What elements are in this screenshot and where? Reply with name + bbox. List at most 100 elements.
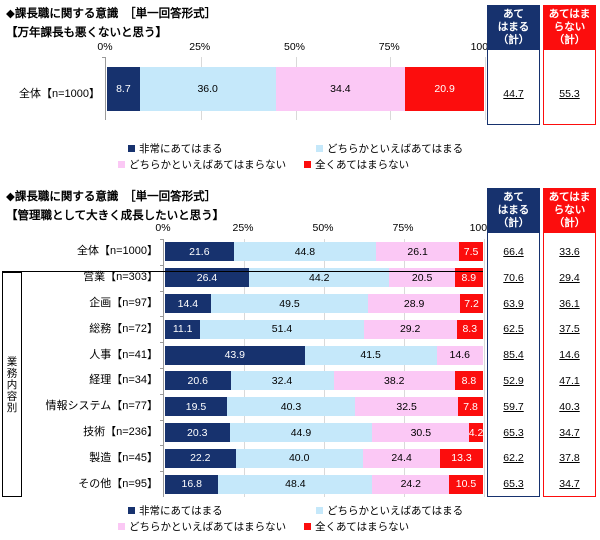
bar-segment: 30.5 <box>372 423 470 442</box>
legend-swatch <box>118 523 125 530</box>
bar-segment: 48.4 <box>218 474 373 494</box>
bar-segment: 32.4 <box>230 371 334 391</box>
section2-disagree-value: 37.8 <box>559 452 580 465</box>
section2-legend: 非常にあてはまる どちらかといえばあてはまるどちらかといえばあてはまらない 全くあて… <box>118 503 488 535</box>
legend-item: どちらかといえばあてはまる <box>316 503 463 518</box>
section2-heading: ◆課長職に関する意識 ［単一回答形式］ <box>6 191 217 203</box>
section1-row-label-0: 全体【n=1000】 <box>18 88 100 100</box>
axis-tick <box>160 393 164 395</box>
stacked-bar: 11.1 51.4 29.2 8.3 <box>165 319 483 339</box>
section1-disagree-value-0: 55.3 <box>559 88 580 100</box>
section1-heading: ◆課長職に関する意識 ［単一回答形式］ <box>6 8 217 20</box>
legend-item: 非常にあてはまる <box>128 141 223 156</box>
section2-disagree-value: 34.7 <box>559 478 580 491</box>
agree-header-line1: あて <box>503 190 524 203</box>
section2-agree-body: 66.4 70.6 63.9 62.5 85.4 52.9 59.7 65.3 62.2 65.3 <box>487 233 540 497</box>
section2-agree-value: 85.4 <box>503 349 524 362</box>
bar-segment: 7.2 <box>460 294 483 313</box>
bar-segment: 24.4 <box>362 448 441 468</box>
legend-item: 全くあてはまらない <box>304 157 409 172</box>
disagree-header-line3: （計） <box>553 217 586 230</box>
bar-segment: 20.5 <box>389 268 455 288</box>
bar-segment: 21.6 <box>165 242 234 262</box>
stacked-bar: 16.8 48.4 24.2 10.5 <box>165 474 483 494</box>
legend-swatch <box>128 145 135 152</box>
bar-segment: 49.5 <box>210 294 369 313</box>
axis-tick-label: 50% <box>283 41 306 53</box>
agree-header-line3: （計） <box>497 217 530 230</box>
agree-header-line3: （計） <box>497 34 530 47</box>
stacked-bar: 21.6 44.8 26.1 7.5 <box>165 242 483 262</box>
bar-segment: 10.5 <box>449 474 483 494</box>
agree-header-line2: はまる <box>497 20 530 33</box>
legend-item: 非常にあてはまる <box>128 503 223 518</box>
section1-agree-value-0: 44.7 <box>503 88 524 100</box>
section2-disagree-value: 34.7 <box>559 426 580 439</box>
stacked-bar: 20.6 32.4 38.2 8.8 <box>165 371 483 391</box>
section2-disagree-value: 37.5 <box>559 323 580 336</box>
legend-item: どちらかといえばあてはまらない <box>118 157 286 172</box>
legend-label: どちらかといえばあてはまる <box>327 143 464 155</box>
section2-agree-value: 65.3 <box>503 426 524 439</box>
bar-segment: 34.4 <box>275 66 406 111</box>
legend-label: どちらかといえばあてはまらない <box>129 521 287 533</box>
axis-tick <box>160 290 164 292</box>
axis-tick <box>160 471 164 473</box>
section1-disagree-header: あてはま らない （計） <box>543 5 596 50</box>
bar-segment: 22.2 <box>165 448 236 468</box>
agree-header-line1: あて <box>503 7 524 20</box>
axis-tick <box>160 264 164 266</box>
section2-agree-value: 65.3 <box>503 478 524 491</box>
bar-segment: 19.5 <box>165 397 227 417</box>
section2-agree-header: あて はまる （計） <box>487 188 540 233</box>
section2-x-axis: 0% 25% 50% 75% 100% <box>155 222 496 236</box>
legend-label: 全くあてはまらない <box>315 159 410 171</box>
bar-segment: 14.6 <box>436 345 483 365</box>
section1-agree-body: 44.7 <box>487 50 540 125</box>
legend-swatch <box>128 507 135 514</box>
stacked-bar: 20.3 44.9 30.5 4.2 <box>165 423 483 442</box>
section1-plot-area: 8.7 36.0 34.4 20.9 <box>102 57 486 120</box>
disagree-header-line3: （計） <box>553 34 586 47</box>
section2-group-label: 業務内容別 <box>5 355 18 414</box>
section2-disagree-value: 40.3 <box>559 400 580 413</box>
bar-segment: 16.8 <box>165 474 219 494</box>
bar-segment: 11.1 <box>165 319 201 339</box>
legend-label: 非常にあてはまる <box>139 505 223 517</box>
section2-disagree-value: 29.4 <box>559 271 580 284</box>
bar-segment: 28.9 <box>368 294 461 313</box>
legend-swatch <box>304 523 311 530</box>
section2-agree-value: 63.9 <box>503 297 524 310</box>
bar-segment: 41.5 <box>304 345 437 365</box>
bar-segment: 20.6 <box>165 371 231 391</box>
stacked-bar: 26.4 44.2 20.5 8.9 <box>165 268 483 288</box>
axis-tick-label: 75% <box>378 41 400 53</box>
bar-segment: 26.4 <box>165 268 249 288</box>
section1-x-axis: 0% 25% 50% 75% 100% <box>97 41 497 55</box>
section2-group-bracket: 業務内容別 <box>2 272 22 497</box>
bar-segment: 40.0 <box>235 448 363 468</box>
legend-item: どちらかといえばあてはまらない <box>118 519 286 534</box>
bar-segment: 14.4 <box>165 294 211 313</box>
section1-legend: 非常にあてはまる どちらかといえばあてはまるどちらかといえばあてはまらない 全くあて… <box>118 141 488 173</box>
section2-row-label: 情報システム【n=77】 <box>45 400 158 413</box>
bar-segment: 32.5 <box>354 397 459 417</box>
axis-tick <box>102 57 106 58</box>
gridline <box>404 239 405 497</box>
section2-agree-value: 52.9 <box>503 374 524 387</box>
bar-segment: 40.3 <box>226 397 355 417</box>
axis-tick-label: 50% <box>312 222 334 234</box>
legend-swatch <box>118 161 125 168</box>
section2-row-label: その他【n=95】 <box>78 477 158 490</box>
axis-tick-label: 25% <box>189 41 211 53</box>
legend-label: 全くあてはまらない <box>315 521 410 533</box>
section2-row-label: 経理【n=34】 <box>89 374 158 387</box>
bar-segment: 44.2 <box>248 268 390 288</box>
disagree-header-line1: あてはま <box>548 7 591 20</box>
bar-segment: 38.2 <box>333 371 455 391</box>
bar-segment: 44.8 <box>233 242 377 262</box>
bar-segment: 8.8 <box>455 371 483 391</box>
section2-disagree-value: 36.1 <box>559 297 580 310</box>
legend-swatch <box>316 507 323 514</box>
